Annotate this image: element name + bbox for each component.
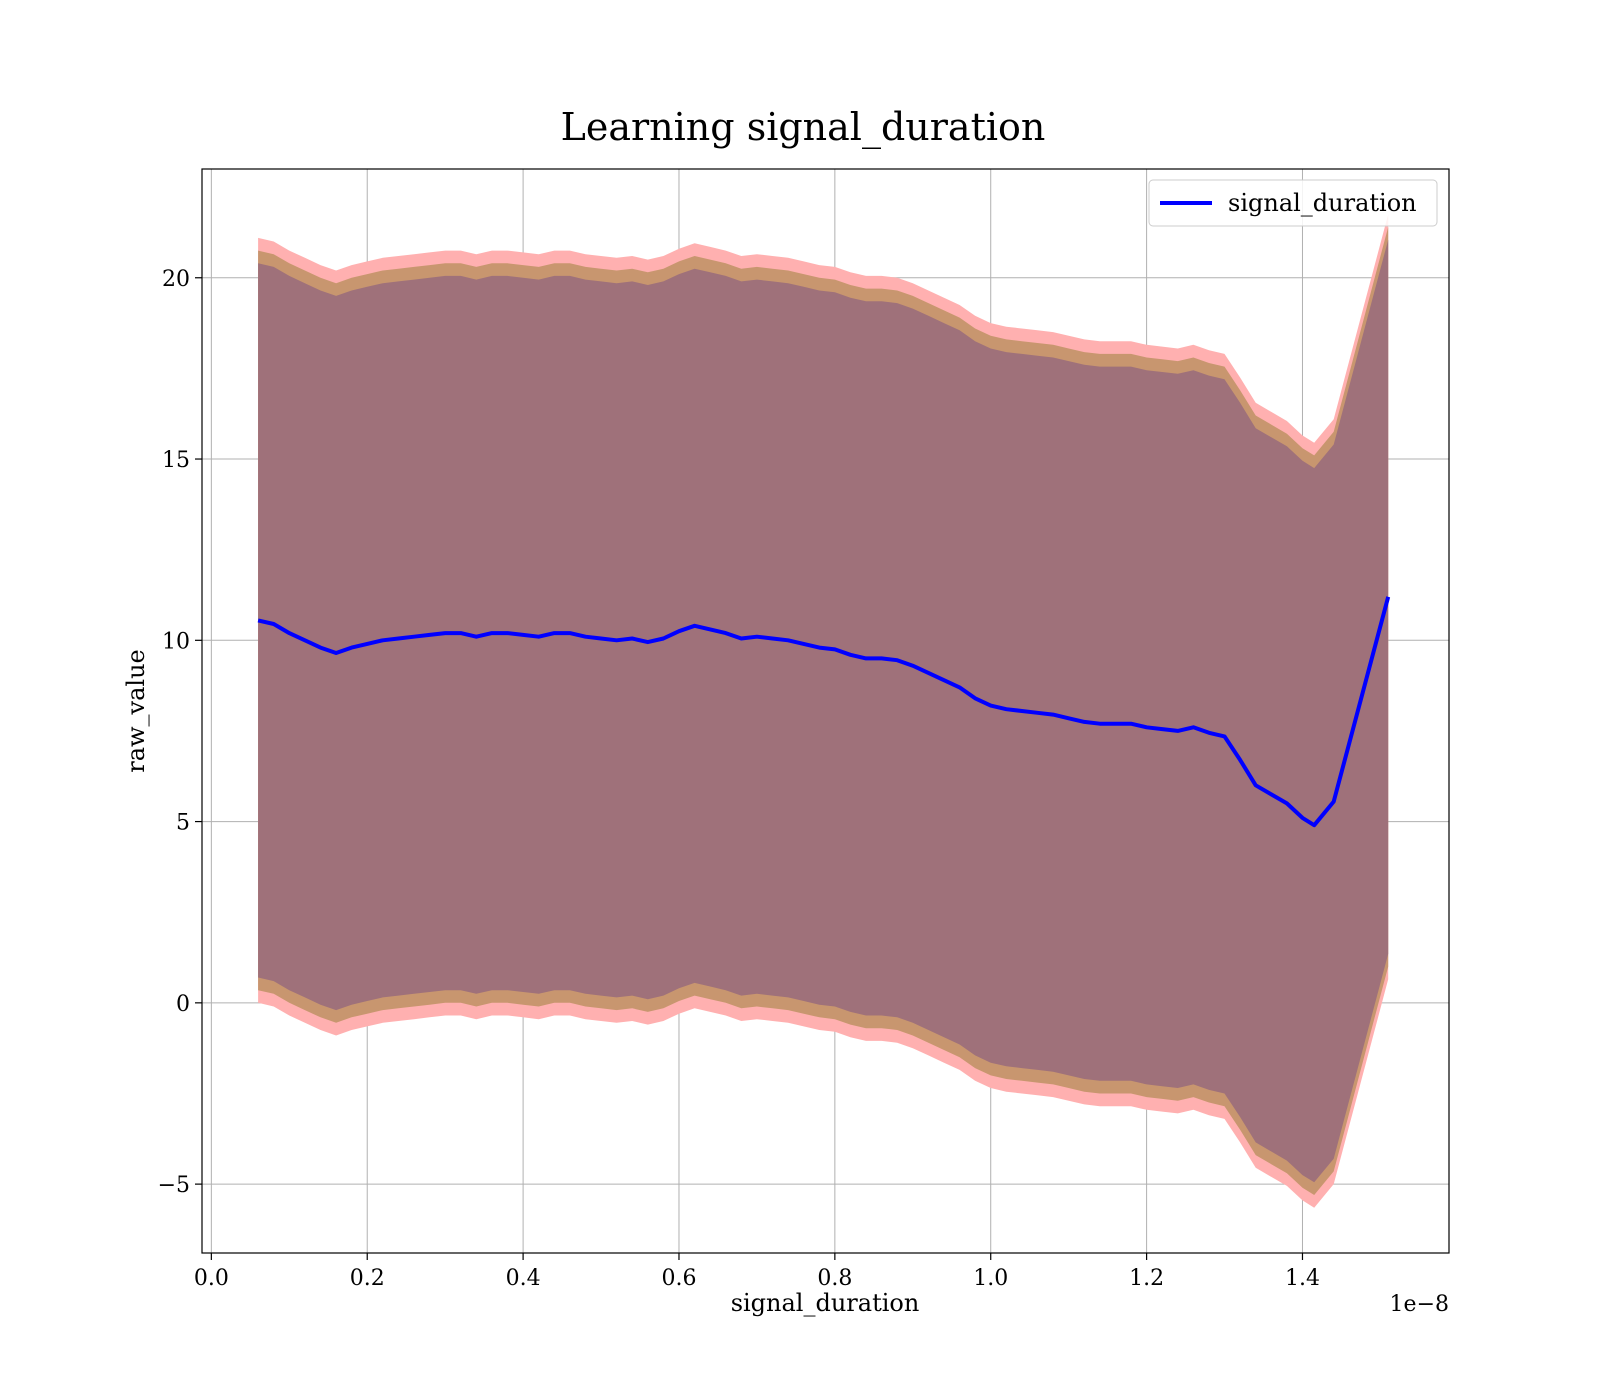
y-axis-ticks: −5 0 5 10 15 20 (158, 267, 202, 1198)
x-tick-label: 0.2 (350, 1266, 385, 1291)
legend-label-signal-duration: signal_duration (1228, 189, 1417, 217)
y-tick-label: 0 (176, 992, 190, 1017)
x-tick-label: 0.4 (506, 1266, 541, 1291)
x-tick-label: 0.0 (194, 1266, 229, 1291)
confidence-bands (258, 214, 1389, 1208)
y-tick-label: 15 (162, 448, 190, 473)
plot-area (201, 168, 1450, 1254)
y-tick-label: 20 (162, 267, 190, 292)
y-axis-label: raw_value (122, 649, 150, 773)
x-tick-label: 1.0 (973, 1266, 1008, 1291)
y-tick-label: −5 (158, 1173, 190, 1198)
band-inner (258, 239, 1389, 1183)
y-tick-label: 5 (176, 811, 190, 836)
legend-box (1148, 179, 1438, 227)
x-axis-ticks: 0.0 0.2 0.4 0.6 0.8 1.0 1.2 1.4 (194, 1253, 1320, 1291)
x-axis-label: signal_duration (731, 1289, 920, 1317)
x-tick-label: 0.6 (661, 1266, 696, 1291)
x-tick-label: 1.4 (1285, 1266, 1320, 1291)
plot-frame (201, 168, 1450, 1254)
x-axis-offset-label: 1e−8 (1390, 1292, 1449, 1317)
series-line-signal-duration (257, 596, 1391, 828)
x-tick-label: 1.2 (1129, 1266, 1164, 1291)
x-tick-label: 0.8 (817, 1266, 852, 1291)
legend: signal_duration (1148, 179, 1438, 227)
chart-title: Learning signal_duration (561, 105, 1046, 150)
y-tick-label: 10 (162, 629, 190, 654)
